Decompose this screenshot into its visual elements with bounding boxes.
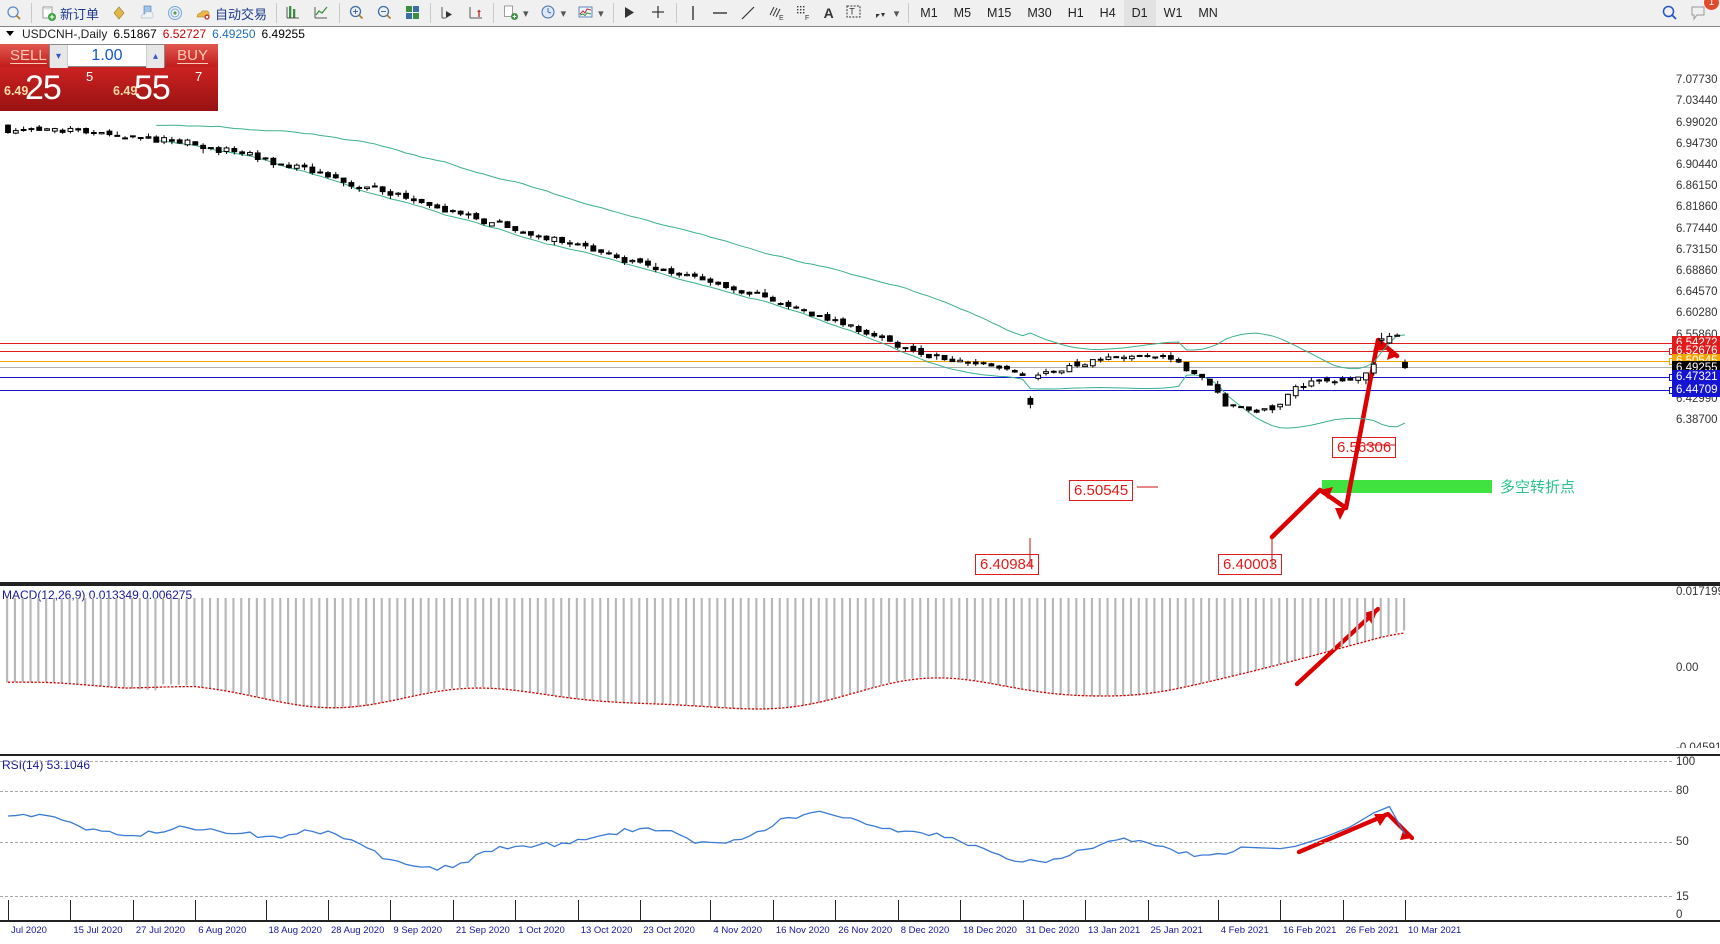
svg-text:E: E [779, 15, 784, 21]
svg-text:T: T [849, 7, 855, 17]
svg-text:F: F [805, 15, 809, 21]
